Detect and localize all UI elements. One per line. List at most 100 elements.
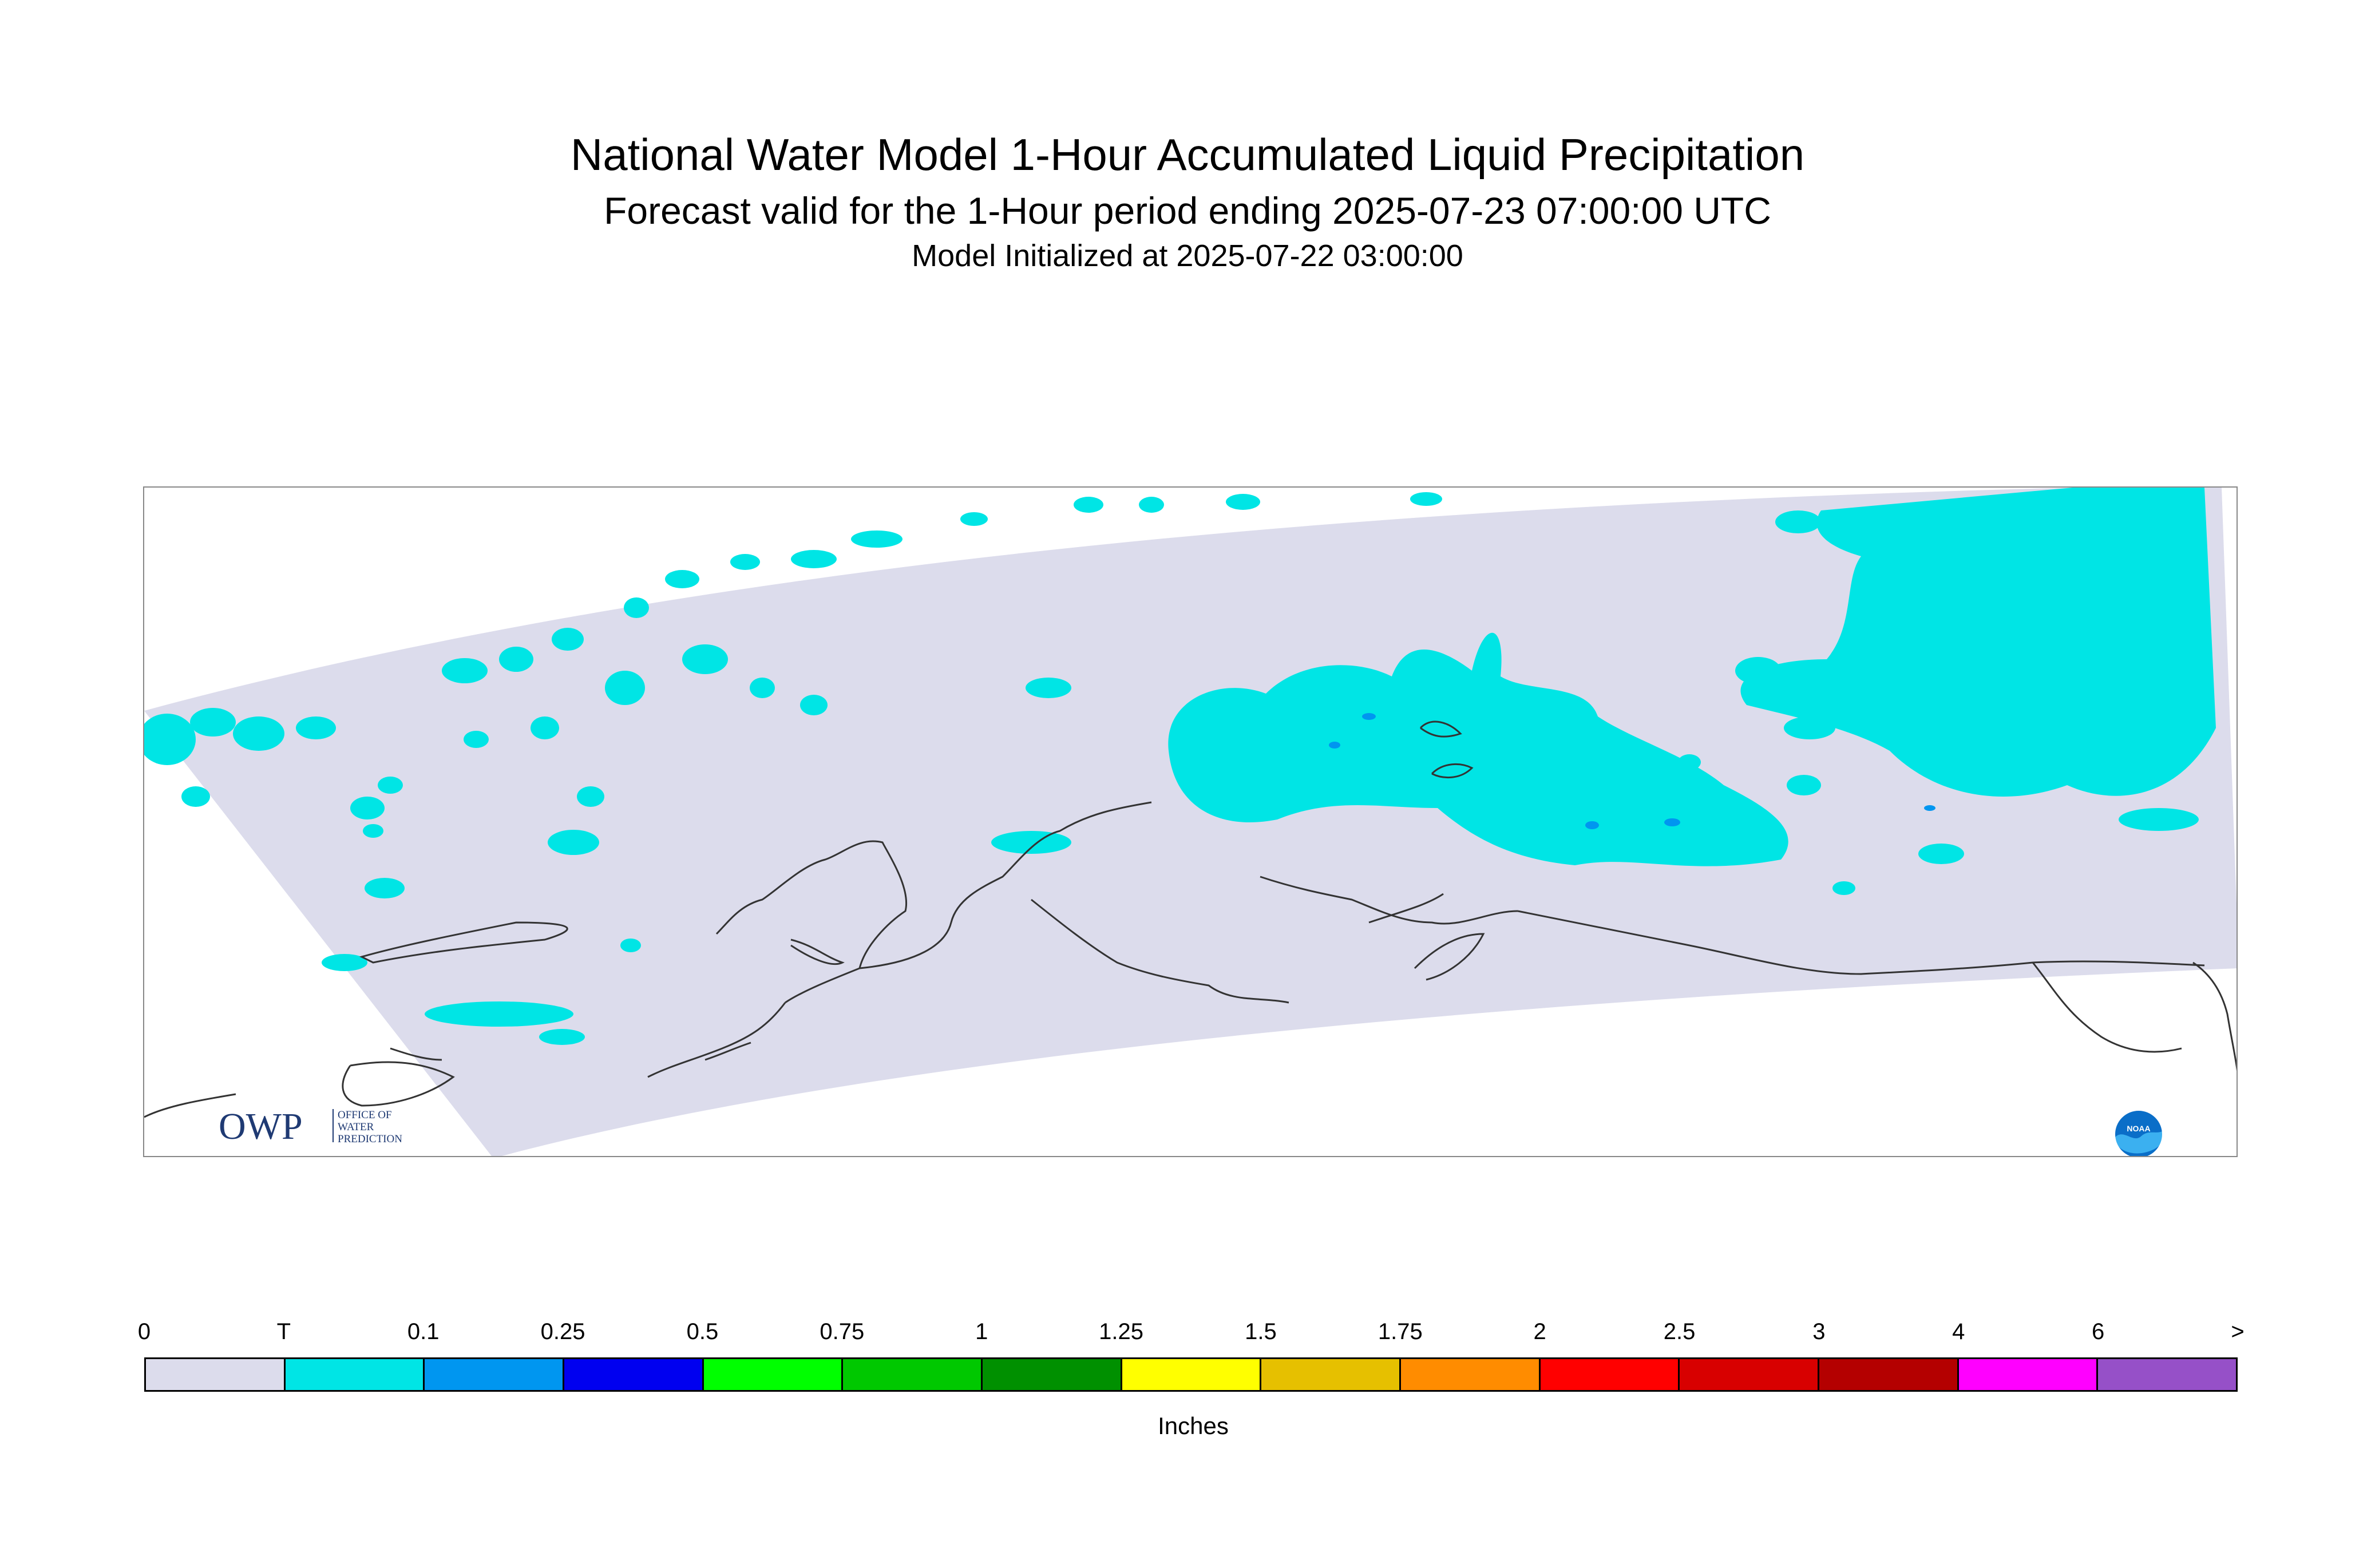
colorbar-tick-label: 0 [137,1319,151,1344]
coastline-segment [1031,898,1289,1004]
trace-precip-cell [577,786,604,807]
colorbar-segment [1958,1359,2099,1390]
light-precip-cell [1329,742,1340,749]
chart-subtitle: Forecast valid for the 1-Hour period end… [604,189,1771,232]
trace-precip-cell [425,1001,573,1027]
trace-precip-cell [991,831,1071,854]
trace-precip-cell [960,512,988,526]
noaa-text: NOAA [2127,1124,2150,1133]
trace-precip-cell [730,554,760,570]
trace-precip-cell [365,878,405,898]
colorbar-tick-label: 0.5 [686,1319,719,1344]
colorbar-segment [1261,1359,1402,1390]
colorbar-segment [1540,1359,1680,1390]
colorbar-segment [425,1359,565,1390]
trace-precip-cell [750,678,775,698]
trace-precip-cell [1787,775,1821,795]
colorbar [144,1357,2238,1392]
map-panel: OWP OFFICE OF WATER PREDICTION NOAA [143,486,2238,1157]
coastline-segment [342,1061,455,1107]
colorbar-segment [2098,1359,2237,1390]
trace-precip-cell [464,731,489,748]
colorbar-segment [843,1359,983,1390]
colorbar-tick-label: T [276,1319,291,1344]
coastline-segment [1368,893,1444,924]
colorbar-segment [703,1359,844,1390]
trace-precip-cell [539,1029,585,1045]
trace-precip-cell [499,647,533,672]
trace-precip-cell [322,954,367,971]
coastline-segment [715,840,908,969]
model-domain [144,488,2237,1156]
colorbar-tick-label: > [2231,1319,2245,1344]
light-precip-cell [1585,821,1599,829]
coastline-segment [704,1042,751,1061]
trace-precip-cell [800,695,828,715]
trace-precip-cell [1226,494,1260,510]
trace-precip-cell [181,786,210,807]
light-precip-cell [1664,818,1680,826]
trace-precip-cell [233,716,284,751]
trace-precip-cell [531,716,559,739]
coastline-segment [1517,910,2205,975]
colorbar-segment [564,1359,704,1390]
trace-precip-cell [665,570,699,588]
light-precip-areas [1329,713,1935,829]
trace-precip-cell [605,671,645,705]
trace-precip-region-central [1168,632,1788,866]
owp-line1: OFFICE OF [338,1109,392,1121]
colorbar-tick-label: 2 [1533,1319,1546,1344]
trace-precip-cell [1026,678,1071,698]
colorbar-segment [1680,1359,1820,1390]
trace-precip-cell [363,824,383,838]
trace-precip-cell [1139,497,1164,513]
owp-logo: OWP OFFICE OF WATER PREDICTION [219,1106,402,1146]
coastline-segment [390,1047,442,1061]
trace-precip-cell [624,597,649,618]
trace-precip-cell [620,939,641,952]
coastline-segment [1414,933,1485,981]
coastline-segment [1419,720,1462,738]
trace-precip-cell [1074,497,1103,513]
noaa-logo: NOAA [2113,1108,2164,1156]
trace-precip-cell [1832,881,1855,895]
colorbar-tick-label: 1.5 [1245,1319,1277,1344]
trace-precip-cell [190,708,236,737]
colorbar-segment [1401,1359,1541,1390]
trace-precip-cell [851,530,902,548]
colorbar-segment [146,1359,286,1390]
coastline-segment [785,801,1152,1004]
coastlines [144,720,2237,1118]
chart-title: National Water Model 1-Hour Accumulated … [570,129,1805,180]
colorbar-segment [285,1359,425,1390]
colorbar-tick-label: 0.75 [820,1319,865,1344]
colorbar-tick-label: 0.1 [407,1319,440,1344]
trace-precip-cell [378,777,403,794]
init-time: Model Initialized at 2025-07-22 03:00:00 [912,239,1463,273]
colorbar-tick-label: 6 [2092,1319,2105,1344]
trace-precip-region-east [1740,488,2216,797]
owp-letters: OWP [219,1106,303,1146]
trace-precip-cell [144,714,196,765]
coastline-segment [144,1093,236,1118]
light-precip-cell [1362,713,1376,720]
trace-precip-cell [1410,492,1442,506]
trace-precip-cell [682,644,728,674]
trace-precip-cell [791,550,837,568]
owp-line2: WATER [338,1121,374,1133]
colorbar-segment [1819,1359,1959,1390]
colorbar-tick-label: 1.25 [1099,1319,1143,1344]
colorbar-tick-label: 2.5 [1663,1319,1696,1344]
trace-precip-cell [350,797,385,819]
colorbar-units: Inches [1158,1412,1229,1439]
trace-precip-areas [144,488,2216,1045]
coastline-segment [790,939,845,965]
coastline-segment [2032,962,2182,1053]
trace-precip-cell [552,628,584,651]
trace-precip-cell [2119,808,2199,831]
colorbar-tick-label: 4 [1952,1319,1965,1344]
colorbar-tick-label: 0.25 [540,1319,585,1344]
colorbar-tick-label: 1.75 [1378,1319,1423,1344]
trace-precip-cell [442,658,488,683]
owp-line3: PREDICTION [338,1133,402,1145]
